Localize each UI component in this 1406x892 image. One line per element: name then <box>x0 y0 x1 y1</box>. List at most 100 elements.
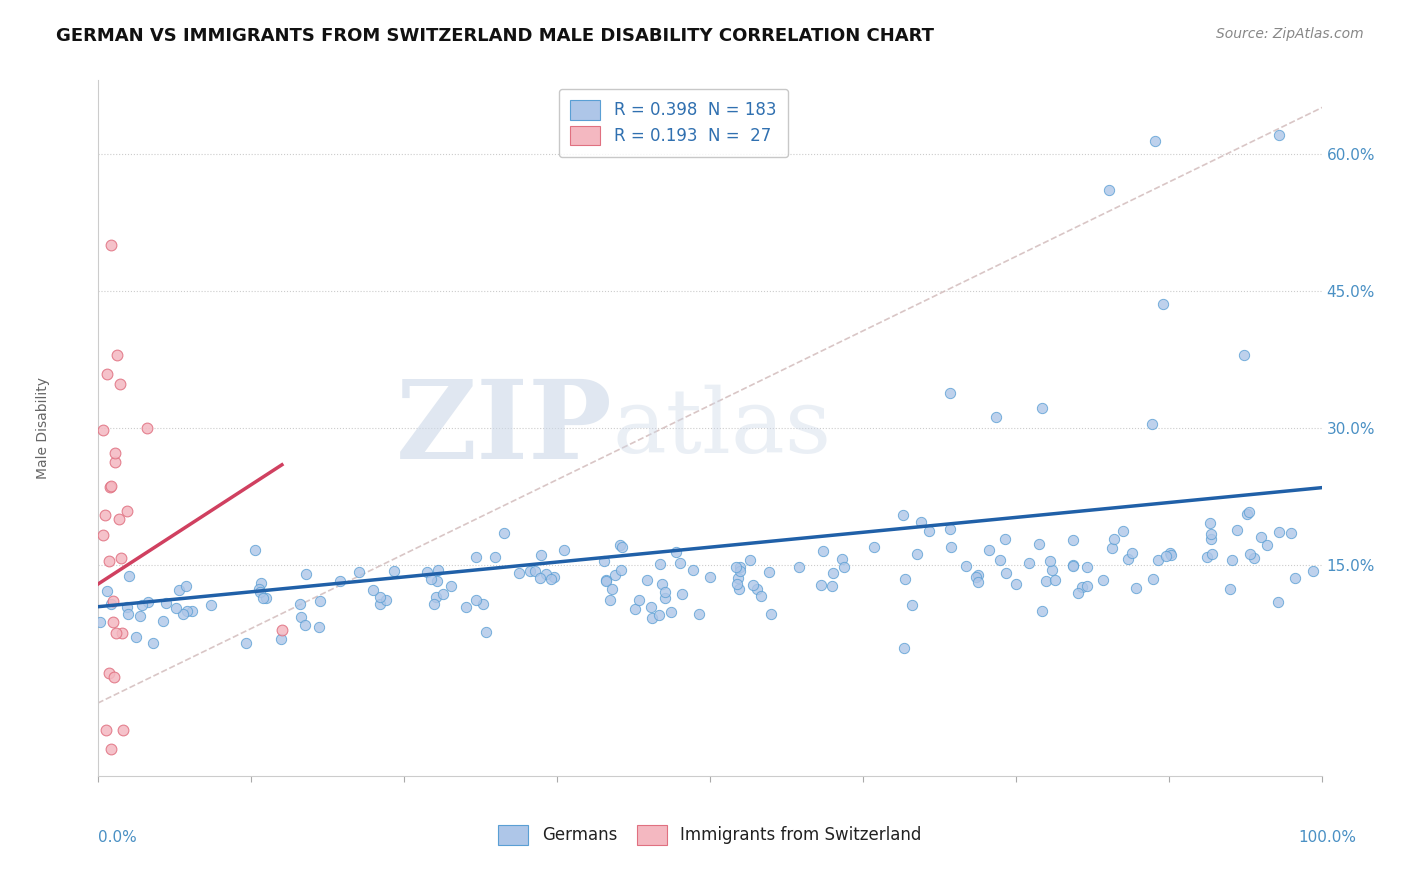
Point <box>671 586 693 600</box>
Point <box>1018 556 1040 570</box>
Point <box>1031 604 1053 618</box>
Point <box>901 599 924 613</box>
Point <box>1143 135 1166 149</box>
Point <box>89 615 111 629</box>
Point <box>1028 536 1050 550</box>
Point <box>174 579 197 593</box>
Point <box>648 607 671 622</box>
Point <box>984 409 1007 424</box>
Point <box>891 508 914 522</box>
Point <box>727 582 749 596</box>
Point <box>524 564 547 578</box>
Point <box>1116 551 1139 566</box>
Point <box>1062 558 1084 573</box>
Point <box>471 597 494 611</box>
Point <box>104 455 127 469</box>
Point <box>659 605 682 619</box>
Point <box>465 549 488 564</box>
Point <box>749 589 772 603</box>
Point <box>108 376 131 391</box>
Point <box>832 560 855 574</box>
Point <box>432 587 454 601</box>
Point <box>349 565 371 579</box>
Point <box>91 423 114 437</box>
Point <box>1066 586 1088 600</box>
Point <box>100 238 122 252</box>
Point <box>96 367 118 381</box>
Point <box>1031 401 1053 416</box>
Point <box>101 615 124 629</box>
Point <box>1160 548 1182 562</box>
Point <box>368 591 391 605</box>
Point <box>416 565 439 579</box>
Text: ZIP: ZIP <box>395 375 612 482</box>
Point <box>1267 128 1289 142</box>
Point <box>1197 549 1219 564</box>
Point <box>1250 530 1272 544</box>
Point <box>994 532 1017 546</box>
Point <box>180 604 202 618</box>
Point <box>117 607 139 622</box>
Point <box>1226 523 1249 537</box>
Point <box>967 567 990 582</box>
Text: Source: ZipAtlas.com: Source: ZipAtlas.com <box>1216 27 1364 41</box>
Point <box>1142 417 1164 431</box>
Point <box>1199 516 1222 530</box>
Point <box>254 591 277 605</box>
Point <box>654 585 676 599</box>
Point <box>105 625 128 640</box>
Point <box>1199 533 1222 547</box>
Point <box>1159 546 1181 560</box>
Point <box>967 574 990 589</box>
Point <box>534 567 557 582</box>
Point <box>361 582 384 597</box>
Point <box>118 568 141 582</box>
Point <box>270 632 292 646</box>
Point <box>124 630 146 644</box>
Point <box>103 594 125 608</box>
Point <box>682 563 704 577</box>
Point <box>108 512 131 526</box>
Point <box>641 611 664 625</box>
Text: GERMAN VS IMMIGRANTS FROM SWITZERLAND MALE DISABILITY CORRELATION CHART: GERMAN VS IMMIGRANTS FROM SWITZERLAND MA… <box>56 27 934 45</box>
Point <box>172 607 194 621</box>
Point <box>105 348 128 362</box>
Point <box>1147 553 1170 567</box>
Point <box>1005 576 1028 591</box>
Point <box>1236 507 1258 521</box>
Point <box>665 545 688 559</box>
Point <box>1062 558 1084 573</box>
Point <box>988 553 1011 567</box>
Point <box>1256 538 1278 552</box>
Point <box>100 479 122 493</box>
Point <box>294 618 316 632</box>
Point <box>100 741 122 756</box>
Point <box>1070 580 1092 594</box>
Point <box>1201 547 1223 561</box>
Point <box>270 623 294 637</box>
Text: 100.0%: 100.0% <box>1299 830 1357 845</box>
Point <box>142 636 165 650</box>
Text: 0.0%: 0.0% <box>98 830 138 845</box>
Point <box>813 544 835 558</box>
Point <box>636 573 658 587</box>
Point <box>368 597 391 611</box>
Point <box>152 614 174 628</box>
Point <box>725 576 748 591</box>
Point <box>423 597 446 611</box>
Point <box>309 594 332 608</box>
Point <box>1243 550 1265 565</box>
Point <box>905 547 928 561</box>
Point <box>247 582 270 597</box>
Point <box>623 602 645 616</box>
Point <box>111 626 134 640</box>
Point <box>1220 553 1243 567</box>
Point <box>98 480 121 494</box>
Point <box>654 591 676 606</box>
Point <box>979 542 1001 557</box>
Point <box>96 723 118 738</box>
Point <box>308 620 330 634</box>
Point <box>1125 581 1147 595</box>
Point <box>136 595 159 609</box>
Point <box>745 582 768 596</box>
